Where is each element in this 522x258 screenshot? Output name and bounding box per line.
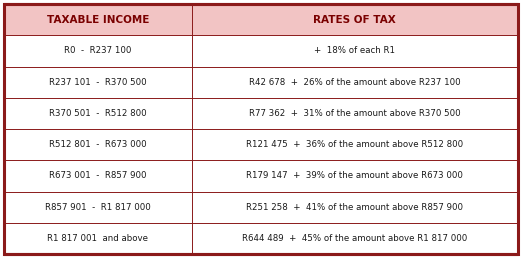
Text: R644 489  +  45% of the amount above R1 817 000: R644 489 + 45% of the amount above R1 81… (242, 234, 467, 243)
Text: R673 001  -  R857 900: R673 001 - R857 900 (49, 171, 147, 180)
Bar (4, 223, 518, 254)
Text: R370 501  -  R512 800: R370 501 - R512 800 (49, 109, 147, 118)
Bar (4, 129, 518, 160)
Bar (4, 160, 518, 191)
Text: R512 801  -  R673 000: R512 801 - R673 000 (49, 140, 147, 149)
Text: R857 901  -  R1 817 000: R857 901 - R1 817 000 (45, 203, 151, 212)
Text: R77 362  +  31% of the amount above R370 500: R77 362 + 31% of the amount above R370 5… (249, 109, 460, 118)
Text: R237 101  -  R370 500: R237 101 - R370 500 (49, 78, 147, 87)
Text: R42 678  +  26% of the amount above R237 100: R42 678 + 26% of the amount above R237 1… (249, 78, 460, 87)
Text: R121 475  +  36% of the amount above R512 800: R121 475 + 36% of the amount above R512 … (246, 140, 464, 149)
Text: TAXABLE INCOME: TAXABLE INCOME (46, 15, 149, 25)
Bar (4, 191, 518, 223)
Text: R1 817 001  and above: R1 817 001 and above (48, 234, 148, 243)
Bar (4, 35, 518, 67)
Bar (4, 98, 518, 129)
Bar (4, 67, 518, 98)
Text: R0  -  R237 100: R0 - R237 100 (64, 46, 132, 55)
Text: +  18% of each R1: + 18% of each R1 (314, 46, 395, 55)
Text: RATES OF TAX: RATES OF TAX (313, 15, 396, 25)
Text: R179 147  +  39% of the amount above R673 000: R179 147 + 39% of the amount above R673 … (246, 171, 463, 180)
Text: R251 258  +  41% of the amount above R857 900: R251 258 + 41% of the amount above R857 … (246, 203, 464, 212)
Bar (4, 4, 518, 35)
